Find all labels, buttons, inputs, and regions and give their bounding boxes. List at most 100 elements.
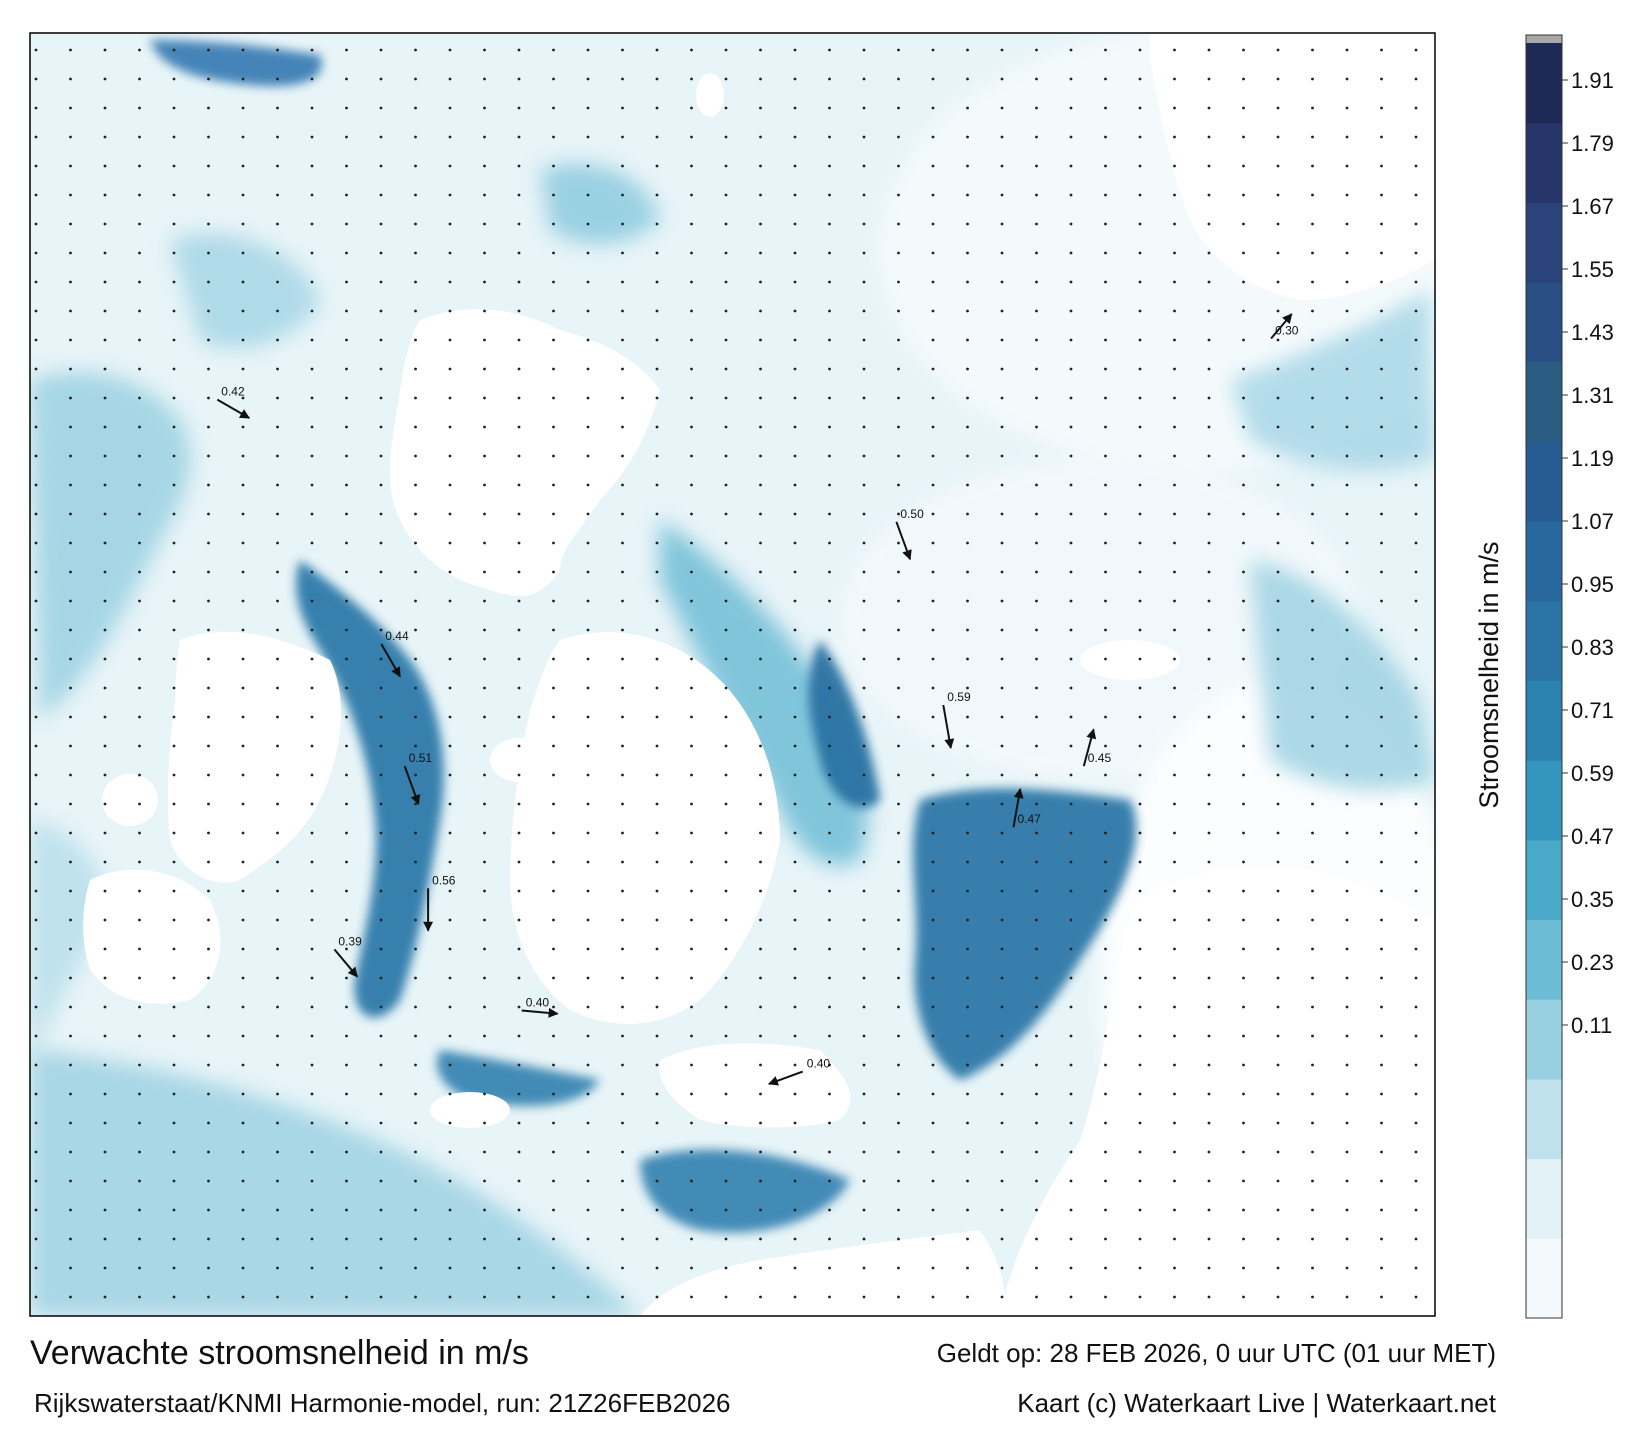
sample-point (724, 77, 728, 81)
sample-point (103, 947, 107, 951)
sample-point (276, 1121, 279, 1125)
sample-point (586, 1266, 590, 1270)
sample-point (793, 657, 797, 661)
sample-point (517, 1266, 521, 1270)
sample-point (828, 338, 831, 342)
sample-point (1276, 831, 1280, 835)
sample-point (276, 1150, 279, 1154)
sample-point (931, 106, 935, 110)
sample-point (552, 251, 555, 255)
sample-point (1207, 367, 1211, 371)
sample-point (690, 106, 693, 110)
sample-point (655, 48, 659, 52)
colorbar-band (1526, 1158, 1562, 1239)
sample-point (103, 773, 107, 777)
sample-point (1104, 48, 1107, 52)
sample-point (414, 744, 417, 748)
sample-point (586, 599, 590, 603)
sample-point (759, 338, 762, 342)
sample-point (552, 599, 555, 603)
sample-point (1138, 860, 1142, 864)
sample-point (1104, 802, 1107, 806)
sample-point (1380, 918, 1383, 922)
sample-point (1173, 831, 1176, 835)
sample-point (1138, 744, 1142, 748)
sample-point (690, 976, 693, 980)
sample-point (1035, 1237, 1038, 1241)
sample-point (138, 1179, 141, 1183)
sample-point (655, 367, 659, 371)
sample-point (1311, 367, 1314, 371)
sample-point (517, 1121, 521, 1125)
sample-point (1414, 338, 1418, 342)
sample-point (793, 1266, 797, 1270)
sample-point (1000, 1092, 1004, 1096)
sample-point (69, 280, 72, 284)
sample-point (103, 889, 107, 893)
sample-point (862, 947, 866, 951)
sample-point (517, 106, 521, 110)
sample-point (138, 889, 141, 893)
sample-point (897, 164, 900, 168)
sample-point (69, 309, 72, 313)
sample-point (1380, 715, 1383, 719)
sample-point (552, 396, 555, 400)
sample-point (655, 1092, 659, 1096)
sample-point (586, 1092, 590, 1096)
sample-point (966, 976, 969, 980)
sample-point (1276, 483, 1280, 487)
sample-point (793, 918, 797, 922)
sample-point (552, 860, 555, 864)
sample-point (34, 483, 38, 487)
sample-point (966, 628, 969, 632)
sample-point (931, 77, 935, 81)
sample-point (241, 976, 245, 980)
sample-point (138, 193, 141, 197)
sample-point (1345, 1063, 1349, 1067)
sample-point (621, 715, 624, 719)
sample-point (1242, 396, 1245, 400)
sample-point (1276, 222, 1280, 226)
sample-point (414, 628, 417, 632)
sample-point (34, 512, 38, 516)
sample-point (172, 77, 176, 81)
sample-point (724, 918, 728, 922)
sample-point (655, 222, 659, 226)
sample-point (1138, 976, 1142, 980)
sample-point (517, 976, 521, 980)
sample-point (172, 106, 176, 110)
sample-point (1000, 947, 1004, 951)
sample-point (759, 454, 762, 458)
sample-point (34, 628, 38, 632)
sample-point (345, 425, 348, 429)
sample-point (1000, 1266, 1004, 1270)
sample-point (448, 947, 452, 951)
sample-point (1173, 425, 1176, 429)
sample-point (1000, 1150, 1004, 1154)
sample-point (448, 657, 452, 661)
sample-point (966, 1295, 969, 1299)
sample-point (517, 48, 521, 52)
sample-point (103, 1063, 107, 1067)
sample-point (724, 454, 728, 458)
colorbar-band (1526, 1078, 1562, 1160)
sample-point (586, 1150, 590, 1154)
sample-point (276, 251, 279, 255)
sample-point (793, 541, 797, 545)
sample-point (138, 338, 141, 342)
sample-point (724, 251, 728, 255)
sample-point (138, 106, 141, 110)
sample-point (586, 512, 590, 516)
sample-point (345, 135, 348, 139)
sample-point (517, 164, 521, 168)
sample-point (310, 1121, 314, 1125)
sample-point (897, 976, 900, 980)
sample-point (621, 77, 624, 81)
sample-point (621, 396, 624, 400)
sample-point (1069, 773, 1073, 777)
sample-point (966, 744, 969, 748)
sample-point (1207, 628, 1211, 632)
sample-point (1207, 570, 1211, 574)
sample-point (1207, 1179, 1211, 1183)
sample-point (345, 1208, 348, 1212)
